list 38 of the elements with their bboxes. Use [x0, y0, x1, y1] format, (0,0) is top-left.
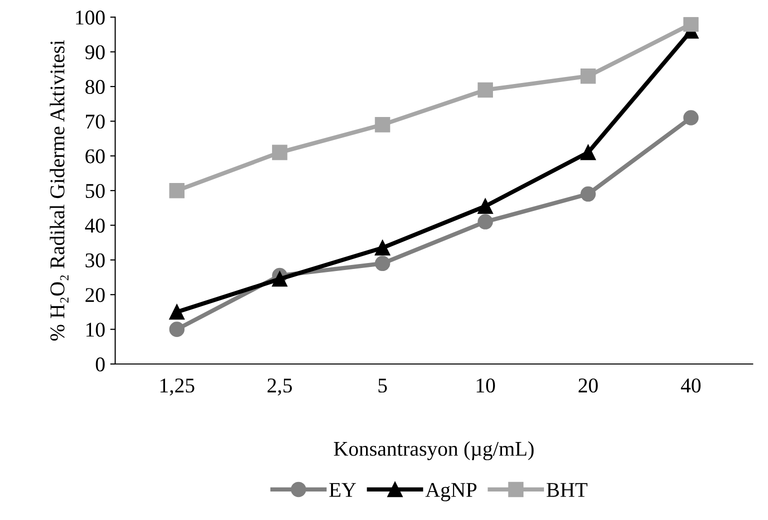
x-tick-label: 2,5 [268, 378, 292, 396]
x-tick-label: 10 [476, 378, 495, 393]
point [169, 304, 185, 320]
y-tick-label: 30 [86, 253, 105, 268]
point [683, 110, 699, 126]
point [169, 322, 185, 337]
x-tick-label: 20 [578, 378, 598, 393]
y-tick-label: 10 [86, 322, 105, 337]
x-tick-label: 40 [680, 378, 701, 393]
point [580, 186, 596, 202]
legend-label: AgNP [425, 483, 476, 502]
point [478, 82, 493, 98]
y-tick-label: 60 [86, 149, 105, 164]
point [169, 182, 185, 198]
point [374, 117, 390, 132]
point [272, 271, 288, 287]
y-tick-label: 0 [96, 357, 105, 372]
point [374, 256, 390, 272]
point [683, 17, 699, 32]
point [580, 68, 596, 84]
legend-label: BHT [546, 483, 588, 497]
y-tick-label: 50 [86, 184, 105, 198]
x-tick-label: 1,25 [160, 378, 194, 396]
y-axis-title: % H₂O₂ Radikal Giderme Aktivitesi [50, 40, 68, 341]
x-axis-title: Konsantrasyon (µg/mL) [334, 441, 534, 460]
point [374, 240, 390, 256]
point [478, 214, 493, 230]
y-tick-label: 40 [85, 218, 105, 233]
y-tick-label: 90 [85, 45, 105, 60]
point [478, 198, 493, 214]
y-tick-label: 20 [86, 288, 105, 302]
legend-label: EY [329, 483, 356, 497]
x-tick-label: 5 [378, 378, 387, 393]
point [272, 144, 288, 160]
y-tick-label: 80 [85, 80, 105, 94]
y-tick-label: 70 [86, 114, 105, 129]
point [580, 144, 596, 160]
y-tick-label: 100 [76, 10, 105, 25]
